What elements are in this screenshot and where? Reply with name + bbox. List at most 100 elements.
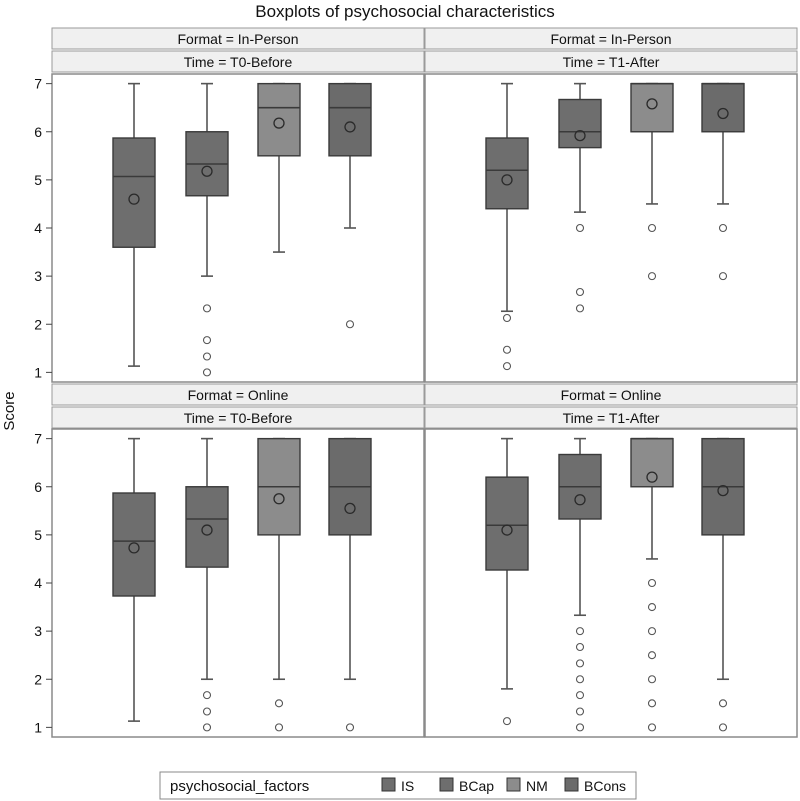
- outlier-point: [502, 345, 512, 354]
- box-bcons: [328, 437, 372, 732]
- panel-header-time-strip: [424, 50, 798, 73]
- box-mean-marker: [128, 193, 140, 205]
- panel-time-label: Time = T1-After: [563, 54, 660, 70]
- outlier-point: [345, 723, 355, 732]
- outlier-point: [647, 627, 657, 636]
- box-bcap: [185, 437, 229, 732]
- box-is: [485, 437, 529, 726]
- y-tick-label: 4: [34, 220, 42, 236]
- box-mean-marker: [574, 494, 586, 506]
- outlier-point: [202, 691, 212, 700]
- y-axis-label: Score: [1, 391, 18, 430]
- y-tick-label: 2: [34, 316, 42, 332]
- panels-group: Format = In-Person Time = T0-Before 1 2 3 4 5 6…: [34, 27, 798, 738]
- outlier-point: [647, 675, 657, 684]
- outlier-point: [718, 272, 728, 281]
- box-bcap: [185, 82, 229, 377]
- outlier-point: [274, 723, 284, 732]
- panel-4: Format = Online Time = T1-After: [424, 383, 798, 738]
- outlier-point: [718, 699, 728, 708]
- y-tick-label: 6: [34, 124, 42, 140]
- box-is: [485, 82, 529, 371]
- y-tick-label: 7: [34, 76, 42, 92]
- chart-title: Boxplots of psychosocial characteristics: [255, 2, 555, 21]
- box-nm: [257, 437, 301, 732]
- box-iqr: [701, 82, 745, 133]
- outlier-point: [647, 578, 657, 588]
- outlier-point: [202, 304, 212, 313]
- legend-item-is: IS: [381, 777, 414, 794]
- outlier-point: [202, 336, 212, 345]
- outlier-point: [345, 320, 355, 329]
- outlier-point: [647, 272, 657, 281]
- outlier-point: [575, 642, 585, 652]
- y-tick-label: 6: [34, 479, 42, 495]
- box-mean-marker: [201, 524, 213, 536]
- y-tick-label: 5: [34, 172, 42, 188]
- panel-1: Format = In-Person Time = T0-Before 1 2 3 4 5 6…: [34, 27, 425, 383]
- box-bcons: [701, 437, 745, 732]
- box-iqr: [112, 492, 156, 597]
- legend-label: BCons: [584, 778, 626, 794]
- legend-item-bcons: BCons: [564, 777, 626, 794]
- box-mean-marker: [201, 165, 213, 177]
- panel-format-label: Format = In-Person: [551, 31, 672, 47]
- legend-swatch: [381, 777, 396, 792]
- y-tick-label: 5: [34, 527, 42, 543]
- legend: psychosocial_factors IS BCap NM BCons: [159, 771, 637, 800]
- box-nm: [630, 82, 674, 281]
- legend-swatch: [564, 777, 579, 792]
- outlier-point: [502, 717, 512, 726]
- box-mean-marker: [344, 121, 356, 133]
- outlier-point: [502, 313, 512, 323]
- panel-time-label: Time = T1-After: [563, 410, 660, 426]
- box-bcap: [558, 82, 602, 313]
- panel-3: Format = Online Time = T0-Before 1 2 3 4 5 6 7: [34, 383, 425, 738]
- outlier-point: [575, 659, 585, 668]
- box-iqr: [328, 82, 372, 157]
- panel-format-label: Format = Online: [188, 387, 289, 403]
- y-tick-label: 7: [34, 431, 42, 447]
- outlier-point: [575, 723, 585, 732]
- legend-item-bcap: BCap: [439, 777, 494, 794]
- outlier-point: [647, 603, 657, 612]
- panel-format-label: Format = Online: [561, 387, 662, 403]
- outlier-point: [575, 691, 585, 700]
- legend-swatch: [506, 777, 521, 792]
- legend-frame: [159, 771, 637, 800]
- y-tick-label: 2: [34, 671, 42, 687]
- box-bcons: [328, 82, 372, 329]
- outlier-point: [202, 368, 212, 377]
- y-tick-label: 1: [34, 719, 42, 735]
- box-iqr: [485, 137, 529, 210]
- legend-swatch: [439, 777, 454, 792]
- panel-header-format-strip: [51, 383, 425, 406]
- outlier-point: [647, 651, 657, 660]
- panel-time-label: Time = T0-Before: [184, 410, 293, 426]
- outlier-point: [575, 627, 585, 636]
- box-iqr: [630, 437, 674, 488]
- outlier-point: [647, 699, 657, 708]
- box-mean-marker: [501, 524, 513, 536]
- outlier-point: [202, 352, 212, 361]
- y-tick-label: 1: [34, 364, 42, 380]
- panel-header-time-strip: [424, 406, 798, 429]
- legend-label: IS: [401, 778, 414, 794]
- panel-time-label: Time = T0-Before: [184, 54, 293, 70]
- outlier-point: [575, 707, 585, 716]
- box-mean-marker: [717, 484, 729, 497]
- panel-2: Format = In-Person Time = T1-After: [424, 27, 798, 383]
- box-mean-marker: [273, 493, 285, 505]
- box-iqr: [257, 82, 301, 157]
- outlier-point: [274, 699, 284, 708]
- legend-item-nm: NM: [506, 777, 548, 794]
- box-iqr: [558, 98, 602, 149]
- box-nm: [257, 82, 301, 253]
- box-mean-marker: [501, 174, 513, 186]
- legend-label: BCap: [459, 778, 494, 794]
- box-is: [112, 437, 156, 722]
- legend-items: IS BCap NM BCons: [381, 777, 626, 794]
- outlier-point: [575, 304, 585, 313]
- box-mean-marker: [128, 542, 140, 554]
